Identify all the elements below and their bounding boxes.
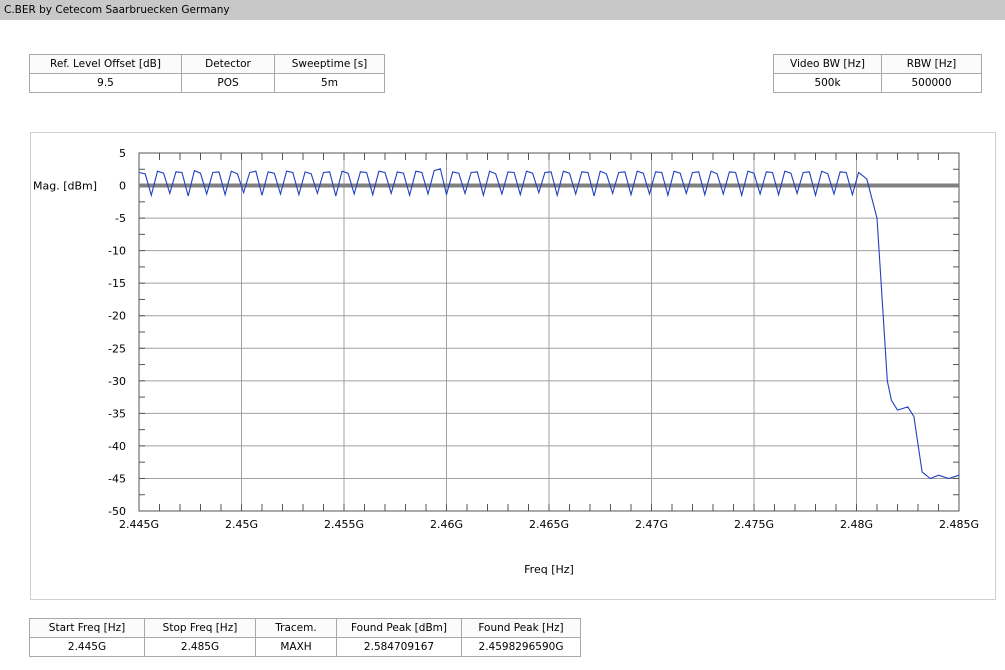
y-tick-label: -10 xyxy=(108,245,126,258)
ref-level-offset-value: 9.5 xyxy=(29,73,182,93)
sweeptime-value: 5m xyxy=(274,73,385,93)
trace-line xyxy=(138,168,960,480)
trace-mode-label: Tracem. xyxy=(255,618,337,638)
x-tick-label: 2.455G xyxy=(324,518,364,531)
y-axis-label: Mag. [dBm] xyxy=(33,180,97,193)
x-tick-label: 2.46G xyxy=(430,518,463,531)
y-tick-label: 5 xyxy=(119,147,126,160)
stop-freq-label: Stop Freq [Hz] xyxy=(144,618,256,638)
x-tick-label: 2.465G xyxy=(529,518,569,531)
bandwidth-settings-table: Video BW [Hz] RBW [Hz] 500k 500000 xyxy=(773,54,982,93)
found-peak-hz-label: Found Peak [Hz] xyxy=(461,618,581,638)
detector-label: Detector xyxy=(181,54,275,74)
y-tick-label: -30 xyxy=(108,375,126,388)
y-tick-label: -50 xyxy=(108,505,126,518)
sweeptime-label: Sweeptime [s] xyxy=(274,54,385,74)
x-tick-label: 2.45G xyxy=(225,518,258,531)
measurement-results-table: Start Freq [Hz] Stop Freq [Hz] Tracem. F… xyxy=(29,618,581,657)
y-tick-label: -20 xyxy=(108,310,126,323)
spectrum-plot-frame: 5 0 -5 -10 -15 -20 -25 -30 -35 -40 -45 -50 2.445G 2.4… xyxy=(30,132,996,600)
start-freq-label: Start Freq [Hz] xyxy=(29,618,145,638)
x-tick-label: 2.47G xyxy=(635,518,668,531)
video-bw-value: 500k xyxy=(773,73,882,93)
video-bw-label: Video BW [Hz] xyxy=(773,54,882,74)
y-tick-label: -5 xyxy=(115,212,126,225)
y-tick-label: -15 xyxy=(108,277,126,290)
found-peak-dbm-value: 2.584709167 xyxy=(336,637,462,657)
x-axis-label: Freq [Hz] xyxy=(524,563,574,576)
stop-freq-value: 2.485G xyxy=(144,637,256,657)
y-tick-label: -40 xyxy=(108,440,126,453)
found-peak-dbm-label: Found Peak [dBm] xyxy=(336,618,462,638)
rbw-label: RBW [Hz] xyxy=(881,54,982,74)
x-tick-label: 2.485G xyxy=(939,518,979,531)
y-tick-label: -45 xyxy=(108,472,126,485)
y-tick-label: 0 xyxy=(119,180,126,193)
y-tick-label: -35 xyxy=(108,407,126,420)
sweep-settings-table: Ref. Level Offset [dB] Detector Sweeptim… xyxy=(29,54,385,93)
spectrum-chart: 5 0 -5 -10 -15 -20 -25 -30 -35 -40 -45 -502.445G 2.4… xyxy=(33,147,979,576)
window-title-bar: C.BER by Cetecom Saarbruecken Germany xyxy=(0,0,1005,20)
rbw-value: 500000 xyxy=(881,73,982,93)
window-title: C.BER by Cetecom Saarbruecken Germany xyxy=(4,4,230,16)
x-tick-label: 2.445G xyxy=(119,518,159,531)
y-tick-label: -25 xyxy=(108,342,126,355)
found-peak-hz-value: 2.4598296590G xyxy=(461,637,581,657)
x-tick-label: 2.48G xyxy=(840,518,873,531)
ref-level-offset-label: Ref. Level Offset [dB] xyxy=(29,54,182,74)
x-tick-label: 2.475G xyxy=(734,518,774,531)
detector-value: POS xyxy=(181,73,275,93)
trace-mode-value: MAXH xyxy=(255,637,337,657)
start-freq-value: 2.445G xyxy=(29,637,145,657)
